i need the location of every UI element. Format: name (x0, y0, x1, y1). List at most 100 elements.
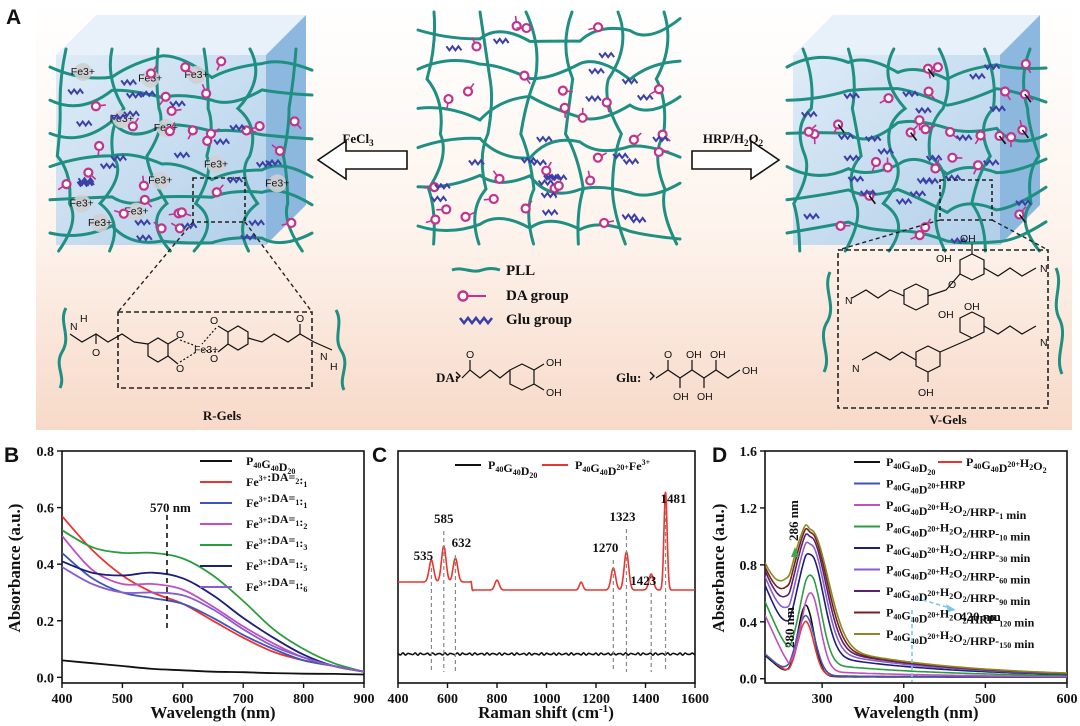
da-group-icon (164, 126, 175, 137)
r-gels-label: R-Gels (203, 408, 241, 423)
da-label: DA: (436, 370, 459, 385)
v-gel-cube-front (793, 55, 1000, 245)
glu-group-key-icon (458, 315, 494, 326)
r-gel-o-label: O (296, 313, 304, 325)
da-group-icon (577, 112, 588, 123)
v-gels-label: V-Gels (929, 412, 966, 427)
da-group-icon (592, 152, 603, 163)
glu-group-icon (134, 218, 151, 227)
glu-group-icon (540, 191, 558, 199)
glu-group-icon (120, 78, 138, 87)
glu-group-icon (652, 135, 669, 143)
glu-group-icon (909, 190, 927, 198)
glu-group-icon (67, 87, 84, 96)
da-group-icon (947, 152, 958, 163)
r-gel-o-label: O (210, 315, 218, 327)
da-group-icon (83, 167, 94, 178)
glu-group-icon (226, 176, 244, 184)
r-gel-chemistry: Fe3+ O O O O O O N H N H (57, 307, 347, 391)
pll-chain (785, 157, 1048, 177)
da-group-icon (930, 163, 941, 174)
da-group-icon (94, 140, 105, 152)
pll-chain (416, 136, 682, 160)
glu-group-icon (77, 176, 95, 184)
glu-group-icon (989, 105, 1006, 113)
panel-d-y-tick-label: 0.4 (740, 616, 758, 631)
pll-chain (416, 94, 682, 122)
pll-chain (48, 88, 314, 108)
panel-c-peak-label: 1481 (661, 491, 687, 506)
da-group-icon (61, 178, 72, 190)
panel-c-frame (397, 450, 696, 684)
fe-ion-label: Fe3+ (138, 73, 162, 85)
legend-da-group: DA group (506, 288, 569, 304)
da-oh-label: OH (546, 357, 562, 369)
panel-d-280-label: 280 nm (782, 607, 797, 648)
da-group-icon (628, 134, 639, 145)
pll-chain (519, 10, 539, 246)
panel-b-label: B (4, 444, 19, 467)
panel-c: C Raman shift (cm-1) 400 600 800 1000 1200 14… (372, 444, 709, 722)
panel-b-legend-label: Fe3+:DA=1:6 (246, 575, 307, 594)
panel-b-line (62, 515, 364, 673)
da-group-icon (557, 85, 568, 96)
panel-b-axes: 400 500 600 700 800 900 0.0 0.2 0.4 0.6 0.8 (37, 445, 375, 707)
glu-group-icon (536, 135, 553, 143)
r-gel-cube-front (56, 55, 266, 245)
panel-d-x-tick-label: 400 (893, 692, 914, 707)
glu-group-icon (229, 123, 246, 132)
glu-group-icon (622, 157, 640, 166)
fe-ion (91, 214, 110, 233)
panel-d-y-tick-label: 0.0 (740, 673, 758, 688)
panel-d-x-tick-label: 500 (975, 692, 996, 707)
glu-group-icon (860, 189, 877, 197)
panel-a: A Fe3+Fe3+Fe3+Fe3+Fe3+Fe3+Fe3+Fe3+Fe3+Fe… (6, 0, 1072, 430)
pll-chain (281, 47, 304, 253)
v-gel-chemistry: OH OH OH OH OH O N N N N (821, 233, 1065, 409)
r-gel-structure (69, 324, 333, 365)
panel-c-axes: 400 600 800 1000 1200 1400 1600 (388, 450, 709, 707)
v-gel-chem-box (837, 249, 1049, 409)
v-gel-structure (851, 244, 1037, 382)
da-o-label: O (466, 349, 474, 361)
r-gel-chem-box (117, 311, 313, 389)
panel-c-legend-label: P40G40D20 (488, 458, 537, 480)
fe-ion-label: Fe3+ (148, 175, 172, 187)
panel-b-x-axis-label: Wavelength (nm) (150, 703, 275, 722)
panel-b-legend-label: Fe3+:DA=2:1 (246, 470, 307, 489)
glu-group-icon (612, 152, 629, 160)
panel-d-series (765, 524, 1067, 678)
r-gel-zoom-line (117, 221, 194, 313)
glu-group-icon (110, 154, 127, 162)
pll-chain (792, 47, 814, 253)
panel-b-line (62, 529, 364, 673)
da-group-icon (883, 93, 894, 104)
crosslink (927, 68, 935, 78)
panel-b-legend-label: Fe3+:DA=1:2 (246, 512, 307, 531)
glu-group-icon (492, 37, 510, 45)
glu-group-icon (983, 63, 1001, 71)
da-group-icon (462, 86, 474, 97)
hrp-label: HRP/H2O2 (703, 131, 764, 148)
pll-chain (416, 17, 682, 43)
da-group-icon (254, 120, 265, 132)
pll-chain (416, 59, 682, 82)
crosslink (1018, 213, 1027, 223)
glu-group-icon (136, 234, 153, 242)
da-group-icon (201, 88, 212, 99)
glu-group-icon (982, 158, 1000, 167)
da-group-icon (553, 180, 564, 191)
glu-group-icon (843, 154, 861, 162)
glu-oh-label: OH (686, 349, 702, 361)
glu-group-icon (621, 77, 639, 85)
panel-d-286-label: 286 nm (786, 500, 801, 541)
panel-c-x-tick-label: 1200 (582, 692, 610, 707)
panel-c-line (398, 651, 695, 657)
panel-c-label: C (372, 444, 387, 467)
glu-group-icon (585, 94, 602, 103)
fe-ion-label: Fe3+ (124, 206, 148, 218)
right-arrow-icon (691, 139, 781, 181)
da-group-icon (972, 160, 984, 171)
panel-d-y-tick-label: 1.6 (740, 445, 758, 460)
panel-a-legend: PLL DA group Glu group (451, 263, 572, 328)
